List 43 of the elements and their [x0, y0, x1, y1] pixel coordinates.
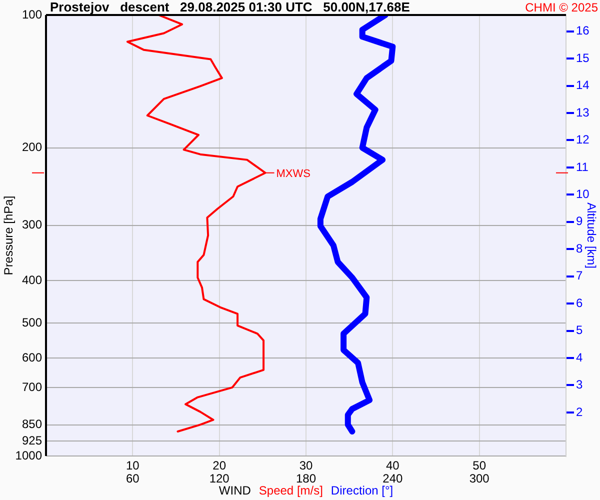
y2-tick-label: 12: [576, 132, 590, 147]
x-axis-title: WIND: [218, 483, 252, 498]
y-tick-label: 400: [22, 272, 42, 287]
annotation: MXWS: [276, 168, 310, 180]
y2-tick-label: 11: [576, 160, 589, 174]
y2-tick-label: 4: [576, 350, 583, 364]
x2-tick-label: 240: [382, 471, 403, 486]
text: Speed [m/s]: [258, 483, 323, 498]
chart-title: Prostejov descent 29.08.2025 01:30 UTC 50.00N,17.68E: [50, 0, 410, 15]
y-tick-label: 500: [22, 316, 42, 330]
x2-tick-label: 120: [209, 471, 230, 486]
text: Direction [°]: [330, 483, 394, 498]
y-tick-label: 100: [22, 7, 42, 22]
y2-tick-label: 13: [576, 105, 590, 120]
y2-tick-label: 9: [576, 214, 583, 228]
y2-tick-label: 14: [576, 78, 590, 92]
y2-tick-label: 3: [576, 378, 583, 392]
x-tick-label: 30: [299, 458, 313, 472]
y2-tick-label: 5: [576, 323, 583, 338]
y2-tick-label: 16: [576, 24, 590, 38]
x-tick-label: 10: [126, 458, 140, 472]
y2-tick-label: 10: [576, 186, 590, 201]
y-tick-label: 300: [22, 218, 42, 232]
y2-tick-label: 2: [576, 404, 583, 419]
y-tick-label: 1000: [15, 448, 42, 462]
y2-tick-label: 7: [576, 268, 583, 283]
x2-tick-label: 180: [296, 471, 316, 486]
text: CHMI © 2025: [525, 0, 598, 14]
y-tick-label: 200: [22, 140, 42, 154]
y2-axis-title: Altitude [km]: [584, 202, 599, 269]
x2-tick-label: 300: [469, 471, 490, 486]
y-tick-label: 925: [22, 433, 42, 448]
y-tick-label: 850: [22, 417, 42, 432]
x-tick-label: 50: [472, 458, 486, 472]
y2-tick-label: 8: [576, 241, 583, 256]
y-axis-title: Pressure [hPa]: [1, 196, 16, 276]
x-tick-label: 20: [212, 458, 226, 472]
x-tick-label: 40: [386, 458, 400, 472]
y-tick-label: 600: [22, 350, 42, 364]
y2-tick-label: 15: [576, 50, 590, 65]
x2-tick-label: 60: [126, 471, 140, 486]
y2-tick-label: 6: [576, 296, 583, 310]
y-tick-label: 700: [22, 380, 42, 394]
